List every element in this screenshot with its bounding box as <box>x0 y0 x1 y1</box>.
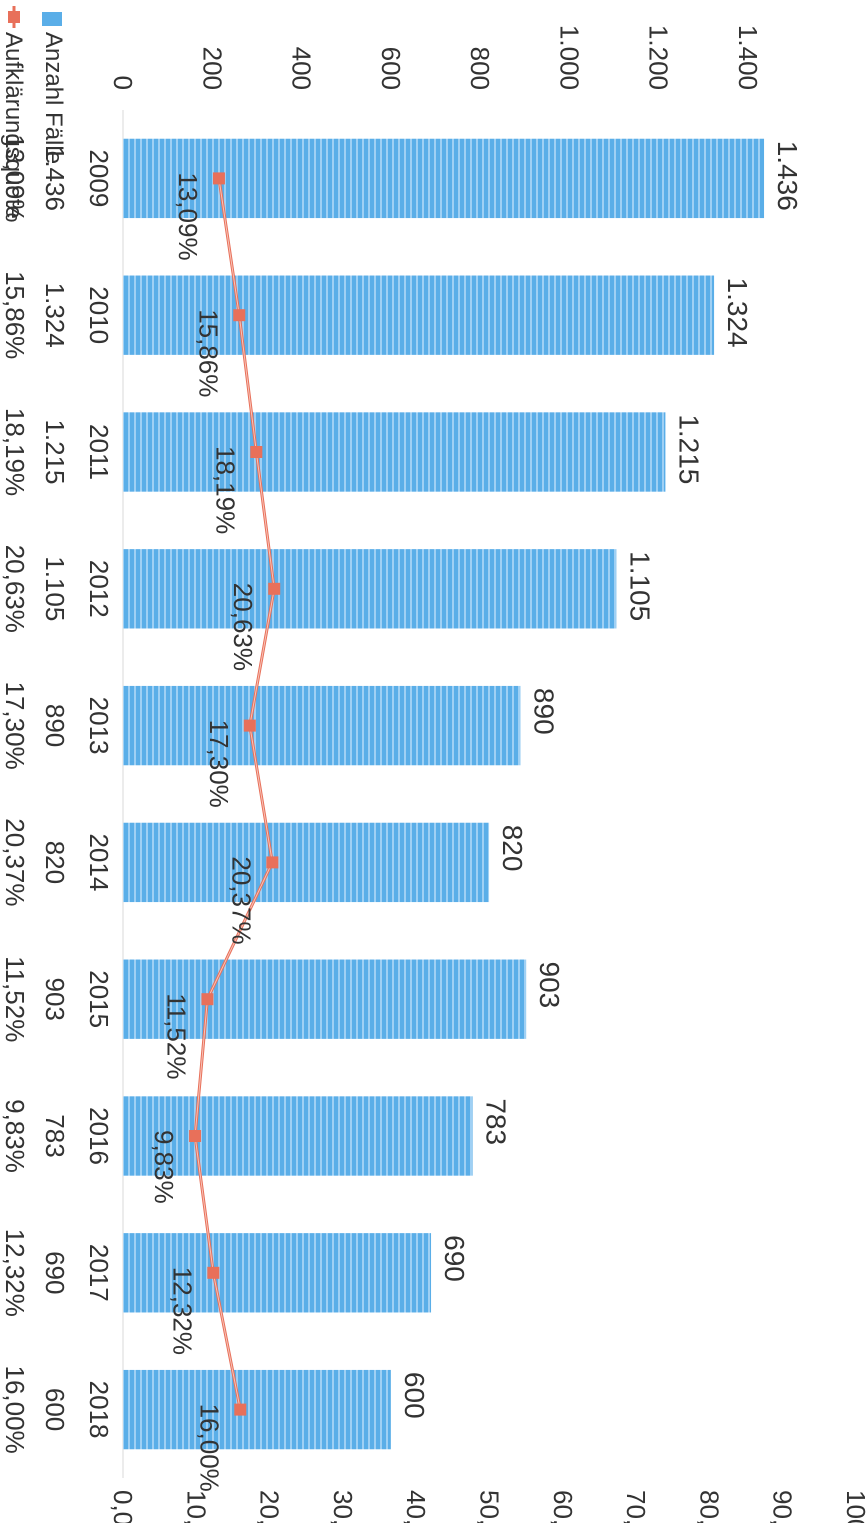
table-category-label: 2014 <box>84 833 114 891</box>
secondary-axis-tick-label: 40,00% <box>401 1490 431 1523</box>
bar <box>123 549 617 629</box>
rate-marker <box>266 856 279 869</box>
table-cases-cell: 1.324 <box>40 283 70 348</box>
table-rate-cell: 18,19% <box>0 408 30 496</box>
rate-marker <box>212 172 225 185</box>
secondary-axis-tick-label: 30,00% <box>328 1490 358 1523</box>
table-rate-cell: 13,09% <box>0 134 30 222</box>
rate-marker <box>207 1266 220 1279</box>
table-category-label: 2017 <box>84 1244 114 1302</box>
secondary-axis-tick-label: 70,00% <box>621 1490 651 1523</box>
rate-value-label: 9,83% <box>149 1130 179 1204</box>
secondary-axis-tick-label: 50,00% <box>475 1490 505 1523</box>
bar <box>123 1233 432 1313</box>
bar-value-label: 890 <box>528 688 559 735</box>
table-cases-cell: 783 <box>40 1114 70 1157</box>
table-cases-cell: 600 <box>40 1388 70 1431</box>
bar-value-label: 820 <box>497 825 528 872</box>
secondary-axis-tick-label: 100,00% <box>841 1490 868 1523</box>
rate-value-label: 11,52% <box>161 993 191 1079</box>
table-cases-cell: 1.105 <box>40 556 70 621</box>
rate-line-highlight <box>194 178 275 1410</box>
bar <box>123 412 666 492</box>
rate-value-label: 13,09% <box>173 172 203 260</box>
table-cases-cell: 1.436 <box>40 146 70 211</box>
table-rate-cell: 15,86% <box>0 271 30 359</box>
bar-value-label: 783 <box>481 1098 512 1145</box>
bar <box>123 275 715 355</box>
bar-value-label: 690 <box>439 1235 470 1282</box>
bar <box>123 138 765 219</box>
secondary-axis-tick-label: 0,00% <box>108 1490 138 1523</box>
table-category-label: 2010 <box>84 286 114 344</box>
table-rate-cell: 9,83% <box>0 1099 30 1173</box>
table-cases-cell: 690 <box>40 1251 70 1294</box>
secondary-axis-tick-label: 90,00% <box>768 1490 798 1523</box>
legend-marker-rate <box>8 11 20 23</box>
table-cases-cell: 1.215 <box>40 419 70 484</box>
table-rate-cell: 20,63% <box>0 545 30 633</box>
primary-axis-tick-label: 400 <box>287 47 317 90</box>
rate-value-label: 20,63% <box>228 583 258 671</box>
rate-value-label: 17,30% <box>204 720 234 808</box>
table-rate-cell: 17,30% <box>0 682 30 770</box>
rate-marker <box>234 1403 247 1416</box>
table-cases-cell: 890 <box>40 704 70 747</box>
bar-value-label: 903 <box>534 962 565 1009</box>
bar <box>123 1369 391 1450</box>
bar-value-label: 600 <box>399 1372 430 1419</box>
rate-marker <box>189 1130 202 1142</box>
bar <box>123 959 527 1039</box>
rate-value-label: 12,32% <box>167 1267 197 1355</box>
primary-axis-tick-label: 800 <box>465 47 495 90</box>
table-category-label: 2012 <box>84 560 114 618</box>
table-category-label: 2018 <box>84 1381 114 1439</box>
table-rate-cell: 20,37% <box>0 818 30 906</box>
bar-value-label: 1.105 <box>624 551 655 621</box>
table-cases-cell: 903 <box>40 978 70 1021</box>
secondary-axis-tick-label: 60,00% <box>548 1490 578 1523</box>
rate-value-label: 20,37% <box>226 856 256 944</box>
primary-axis-tick-label: 600 <box>376 47 406 90</box>
table-rate-cell: 11,52% <box>0 956 30 1042</box>
secondary-axis-tick-label: 20,00% <box>255 1490 285 1523</box>
rate-value-label: 18,19% <box>210 446 240 534</box>
table-rate-cell: 12,32% <box>0 1229 30 1317</box>
secondary-axis-tick-label: 10,00% <box>181 1490 211 1523</box>
table-cases-cell: 820 <box>40 841 70 884</box>
bar-value-label: 1.436 <box>772 141 803 211</box>
primary-axis-tick-label: 200 <box>197 47 227 90</box>
chart-plot-group: 0 200 400 600 800 1.000 1.200 1.400 0,00% 10,00% 2… <box>0 6 868 1523</box>
rate-marker <box>250 446 263 458</box>
primary-axis-tick-label: 1.000 <box>554 25 584 90</box>
secondary-axis-tick-label: 80,00% <box>694 1490 724 1523</box>
bar <box>123 1096 473 1176</box>
primary-axis-tick-label: 0 <box>108 76 138 90</box>
table-rate-cell: 16,00% <box>0 1366 30 1454</box>
rate-marker <box>243 719 256 732</box>
rate-marker <box>233 309 246 322</box>
bar-value-label: 1.324 <box>722 278 753 348</box>
primary-axis-tick-label: 1.400 <box>733 25 763 90</box>
legend-swatch-cases <box>42 12 62 26</box>
bar <box>123 685 521 766</box>
rate-value-label: 16,00% <box>194 1404 224 1492</box>
bar <box>123 822 490 903</box>
legend-label-cases: Anzahl Fälle <box>40 32 67 164</box>
table-category-label: 2011 <box>84 424 114 480</box>
legend-label-rate: Aufklärungsquote <box>0 32 27 219</box>
bar-value-label: 1.215 <box>673 414 704 484</box>
table-category-label: 2013 <box>84 697 114 755</box>
primary-axis-tick-label: 1.200 <box>644 25 674 90</box>
rate-marker <box>268 582 281 595</box>
rate-marker <box>201 993 214 1006</box>
rate-value-label: 15,86% <box>193 309 223 397</box>
table-category-label: 2016 <box>84 1107 114 1165</box>
table-category-label: 2015 <box>84 970 114 1028</box>
table-category-label: 2009 <box>84 149 114 207</box>
